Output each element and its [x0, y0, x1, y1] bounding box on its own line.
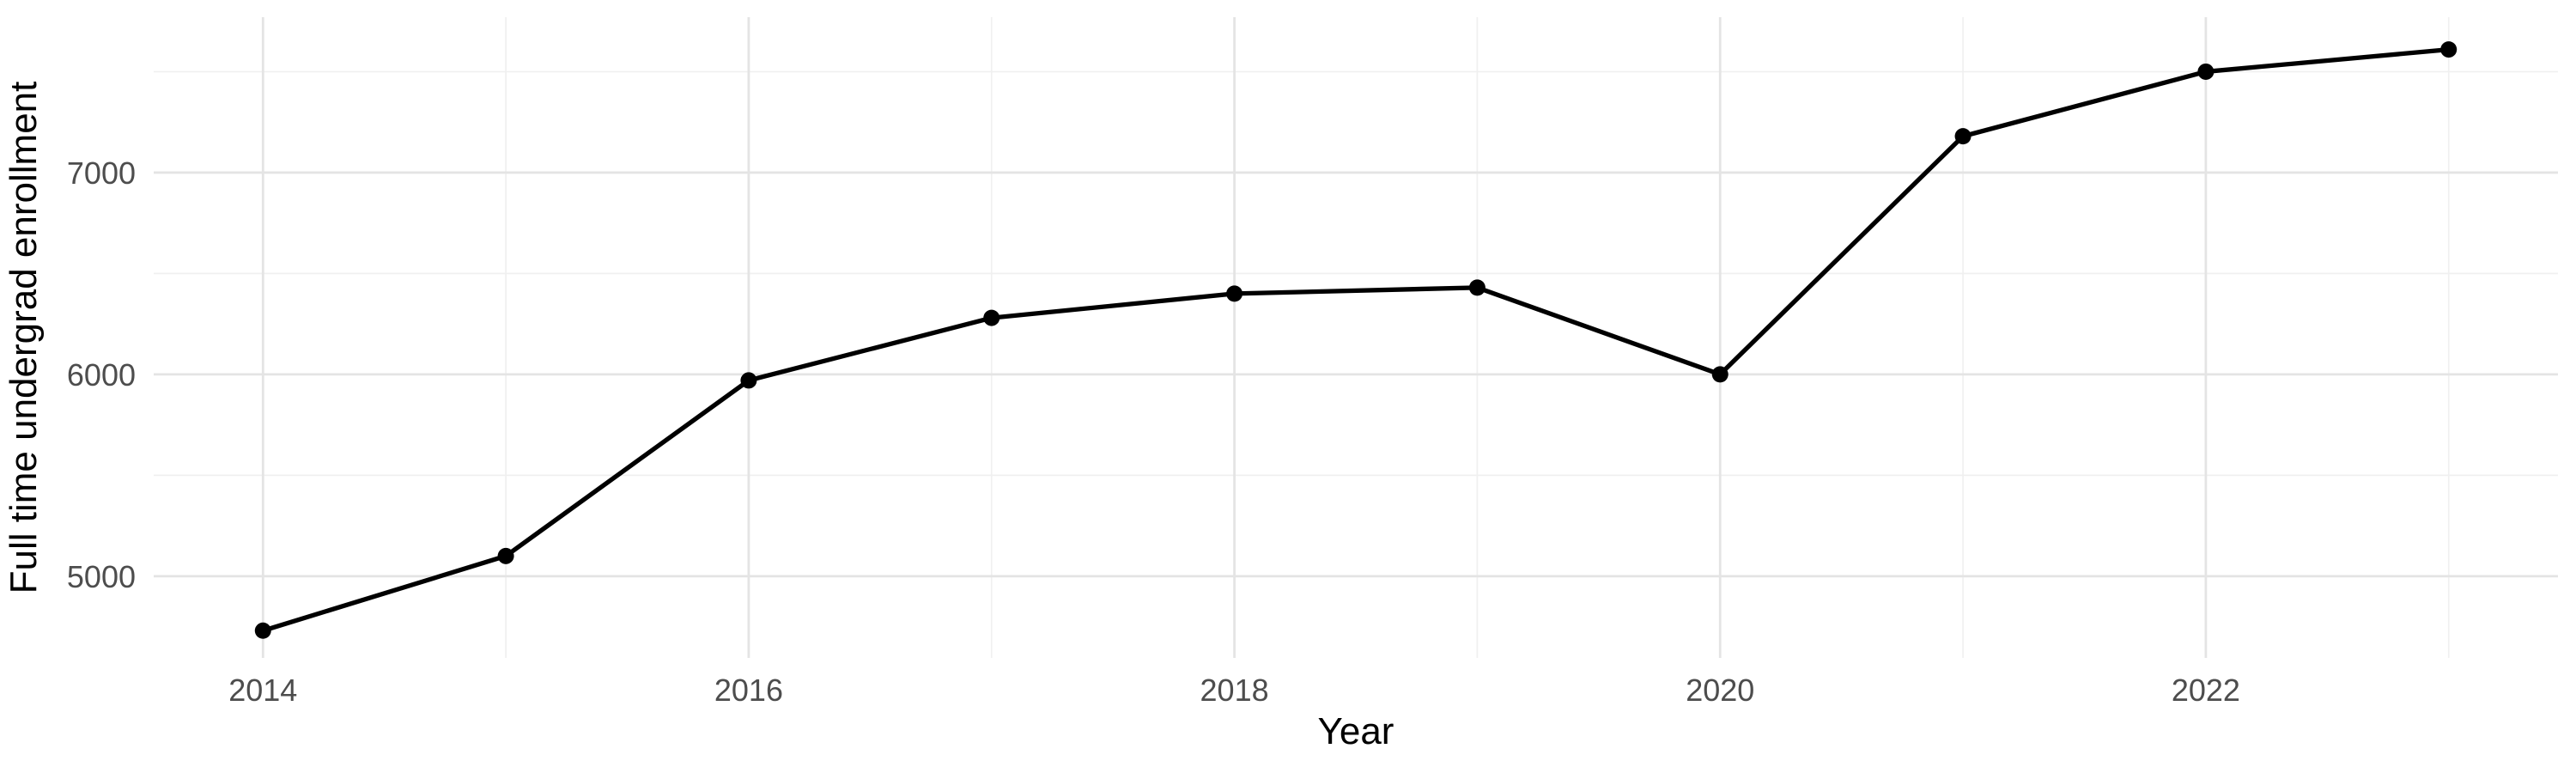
data-point-2017 — [983, 309, 1000, 326]
data-point-2018 — [1226, 285, 1243, 302]
gridlines-minor — [154, 17, 2558, 658]
data-point-2015 — [497, 547, 514, 564]
data-point-2019 — [1468, 279, 1485, 296]
data-point-2016 — [740, 372, 757, 389]
y-tick-label-7000: 7000 — [67, 155, 136, 191]
x-tick-label-2022: 2022 — [2172, 673, 2240, 708]
data-point-2022 — [2197, 63, 2215, 80]
enrollment-trend-line — [262, 46, 2449, 633]
x-tick-label-2018: 2018 — [1200, 673, 1269, 708]
x-tick-label-2016: 2016 — [714, 673, 783, 708]
y-tick-label-6000: 6000 — [67, 357, 136, 393]
y-axis-title: Full time undergrad enrollment — [3, 82, 45, 594]
data-point-2023 — [2440, 41, 2458, 58]
x-tick-label-2014: 2014 — [228, 673, 297, 708]
x-tick-label-2020: 2020 — [1686, 673, 1754, 708]
y-axis-tick-labels: 5000 6000 7000 — [67, 155, 136, 594]
data-point-2021 — [1954, 128, 1971, 145]
x-axis-tick-labels: 2014 2016 2018 2020 2022 — [228, 673, 2240, 708]
gridlines-major — [154, 17, 2558, 658]
x-axis-title: Year — [1318, 710, 1394, 752]
data-point-2020 — [1711, 366, 1728, 383]
y-tick-label-5000: 5000 — [67, 559, 136, 594]
enrollment-series-line — [262, 46, 2449, 633]
enrollment-series-points — [254, 41, 2458, 639]
data-point-2014 — [254, 622, 271, 639]
